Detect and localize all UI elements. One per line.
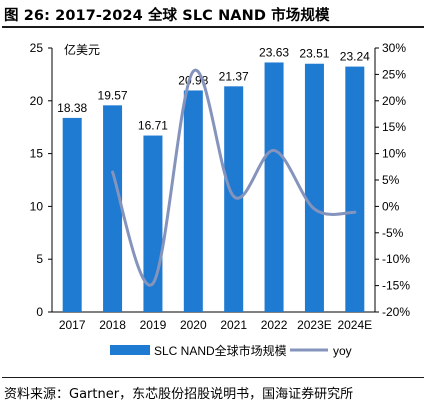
right-axis-tick-label: 0% [382,199,400,213]
bar-data-label: 18.38 [57,101,87,115]
x-axis-tick-label: 2019 [140,318,167,332]
bar-data-label: 23.63 [259,45,289,59]
left-axis: 0 5 10 15 20 25 [30,41,52,319]
x-axis-tick-label: 2020 [180,318,207,332]
x-axis-tick-label: 2017 [59,318,86,332]
bar-data-label: 23.51 [299,47,329,61]
right-axis-tick-label: 30% [382,41,406,55]
bar [224,86,244,312]
right-axis: -20% -15% -10% -5% 0% 5% 10% 15% 20% 25% 30% [375,41,410,319]
right-axis-tick-label: -15% [382,279,410,293]
legend-swatch-bar [110,345,150,355]
bar [264,62,284,313]
legend-label-line: yoy [333,344,352,358]
right-axis-tick-label: -5% [382,226,404,240]
bar [103,105,123,313]
figure-title: 图 26: 2017-2024 全球 SLC NAND 市场规模 [4,8,330,24]
right-axis-tick-label: 15% [382,120,406,134]
left-axis-tick-label: 5 [36,252,43,266]
x-axis-tick-label: 2021 [220,318,247,332]
left-axis-tick-label: 10 [30,199,44,213]
unit-label: 亿美元 [64,42,100,57]
title-divider [2,26,424,28]
bar-data-label: 23.24 [340,50,370,64]
bar-series [62,62,365,313]
x-axis-tick-label: 2018 [99,318,126,332]
chart: 0 5 10 15 20 25 -20% -15% -10% -5% 0% 5% 10% 15% 20% 2… [30,41,411,358]
right-axis-tick-label: 5% [382,173,400,187]
yoy-line-series [111,68,357,287]
x-axis-tick-label: 2024E [337,318,372,332]
x-axis: 2017 2018 2019 2020 2021 2022 2023E 2024E [59,318,372,332]
bar [62,117,82,313]
x-axis-tick-label: 2023E [297,318,332,332]
bar-data-label: 16.71 [138,119,168,133]
right-axis-tick-label: 10% [382,147,406,161]
legend: SLC NAND全球市场规模 yoy [110,343,352,358]
left-axis-tick-label: 0 [36,305,43,319]
yoy-line [111,68,357,287]
right-axis-tick-label: 20% [382,94,406,108]
source-note: 资料来源：Gartner，东芯股份招股说明书，国海证券研究所 [4,387,354,402]
left-axis-tick-label: 15 [30,147,44,161]
bar-data-label: 21.37 [219,69,249,83]
left-axis-tick-label: 20 [30,94,44,108]
right-axis-tick-label: -10% [382,252,410,266]
source-divider [2,377,424,378]
x-axis-tick-label: 2022 [261,318,288,332]
bar [183,90,203,312]
right-axis-tick-label: 25% [382,67,406,81]
bar-data-label: 19.57 [98,88,128,102]
left-axis-tick-label: 25 [30,41,44,55]
bar [345,66,365,312]
right-axis-tick-label: -20% [382,305,410,319]
legend-label-bar: SLC NAND全球市场规模 [154,343,287,358]
bar [304,63,324,312]
